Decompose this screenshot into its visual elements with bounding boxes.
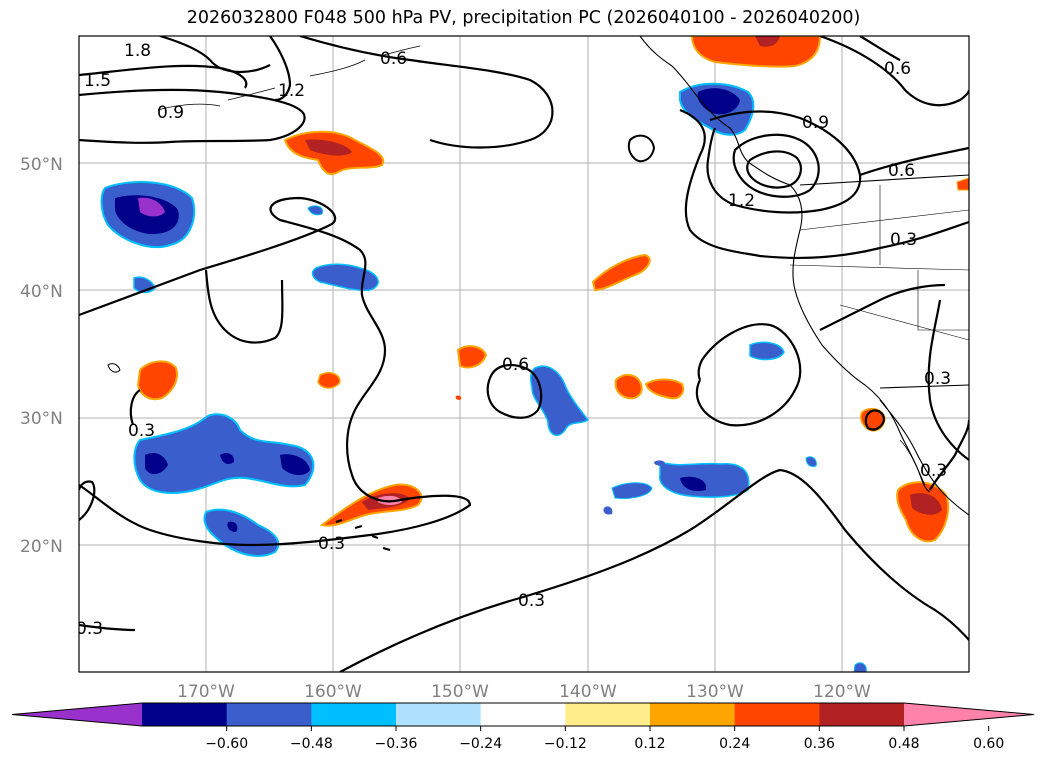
contour-09 <box>79 88 306 144</box>
colorbar-segment <box>396 703 482 726</box>
colorbar-segment <box>226 703 312 726</box>
colorbar-extend-high <box>904 703 1034 726</box>
hawaii-islands <box>335 519 391 551</box>
colorbar-tick-label: 0.60 <box>973 736 1004 752</box>
state-border-5 <box>917 270 969 331</box>
contour-label: 0.6 <box>888 161 915 181</box>
colorbar-segment <box>480 703 566 726</box>
contour-15-low <box>746 150 802 189</box>
latitude-labels: 50°N 40°N 30°N 20°N <box>20 155 63 557</box>
state-border-2 <box>789 264 969 271</box>
contour-12-north <box>269 36 292 102</box>
contour-label-extra: 0.6 <box>502 355 529 375</box>
colorbar-tick-label: −0.48 <box>290 736 333 752</box>
coastline-gulf-california <box>879 399 969 516</box>
colorbar-tick-label: 0.48 <box>888 736 919 752</box>
contour-label: 1.8 <box>124 41 151 61</box>
contour-label: 0.3 <box>890 230 917 250</box>
contour-label: 0.9 <box>802 113 829 133</box>
gridlines <box>79 36 969 672</box>
colorbar-segment <box>142 703 228 726</box>
contour-label: 0.9 <box>157 103 184 123</box>
contour-label: 1.2 <box>278 81 305 101</box>
pv-closed-contour-small <box>627 134 656 163</box>
contour-03-small-closed <box>864 409 886 431</box>
aleutian-islands <box>157 87 276 111</box>
contour-12-low <box>732 133 820 198</box>
contour-label: 0.6 <box>380 49 407 69</box>
colorbar-tick-label: 0.36 <box>804 736 835 752</box>
lon-label: 130°W <box>686 682 744 702</box>
colorbar-segment <box>565 703 651 726</box>
contour-label: 0.3 <box>920 461 947 481</box>
colorbar-tick-label: 0.12 <box>634 736 665 752</box>
lat-label: 20°N <box>20 537 63 557</box>
colorbar-tick-label: 0.24 <box>719 736 750 752</box>
contour-labels: 1.8 1.5 1.2 0.6 0.9 0.9 0.6 1.2 0.3 0.6 … <box>76 41 951 639</box>
lat-label: 30°N <box>20 409 63 429</box>
contour-03-mexico-2 <box>929 419 969 491</box>
lon-label: 150°W <box>431 682 489 702</box>
contour-06-north <box>299 36 554 149</box>
colorbar-tick-label: −0.24 <box>459 736 502 752</box>
state-border-1 <box>799 209 969 231</box>
colorbar-tick-label: −0.60 <box>205 736 248 752</box>
contour-03-california <box>819 283 946 331</box>
longitude-labels: 170°W 160°W 150°W 140°W 130°W 120°W <box>177 682 871 702</box>
lat-label: 50°N <box>20 155 63 175</box>
contour-label: 0.3 <box>128 421 155 441</box>
border-us-mexico <box>879 384 969 389</box>
contour-03-mexico <box>927 299 969 461</box>
contour-03-far-west <box>79 480 96 521</box>
colorbar-segment <box>650 703 736 726</box>
contour-03-ridge <box>679 108 969 260</box>
contour-09-low <box>706 110 862 214</box>
contour-06-northeast <box>819 36 969 107</box>
precip-negative-areas <box>100 82 867 672</box>
contour-03-west <box>79 196 472 547</box>
contour-06-closed <box>486 363 543 419</box>
lon-label: 140°W <box>559 682 617 702</box>
colorbar-extend-low <box>12 703 142 726</box>
lon-label: 160°W <box>304 682 362 702</box>
contour-18 <box>159 36 271 74</box>
small-island-west <box>107 363 121 373</box>
contour-03-hook <box>129 389 141 426</box>
precip-positive-areas <box>136 36 969 543</box>
contour-label: 1.5 <box>84 71 111 91</box>
contour-03-loop <box>204 269 284 344</box>
lon-label: 120°W <box>813 682 871 702</box>
pv-contours <box>79 36 969 672</box>
contour-label: 0.3 <box>318 534 345 554</box>
contour-label: 0.3 <box>518 591 545 611</box>
contour-03-closed-east <box>695 323 802 427</box>
contour-label: 0.3 <box>924 369 951 389</box>
contour-label: 0.6 <box>884 59 911 79</box>
contour-label: 0.3 <box>76 619 103 639</box>
map-title: 2026032800 F048 500 hPa PV, precipitatio… <box>186 8 861 28</box>
baja-coast <box>899 439 926 486</box>
colorbar-segment <box>734 703 820 726</box>
contour-03-southeast <box>339 468 969 672</box>
state-border-3 <box>839 304 969 341</box>
colorbar-tick-label: −0.12 <box>544 736 587 752</box>
colorbar-segment <box>819 703 905 726</box>
lon-label: 170°W <box>177 682 235 702</box>
contour-06-ne-small <box>859 36 901 61</box>
border-canada-us <box>799 174 969 186</box>
contour-03-south <box>79 623 136 632</box>
colorbar: −0.60 −0.48 −0.36 −0.24 −0.12 0.12 0.24 0.36 0.4… <box>11 702 1035 752</box>
colorbar-segment <box>311 703 397 726</box>
lat-label: 40°N <box>20 282 63 302</box>
contour-15 <box>79 64 248 89</box>
map-background <box>79 36 969 672</box>
contour-label: 1.2 <box>728 191 755 211</box>
colorbar-outline <box>11 702 1035 727</box>
contour-06-east <box>859 146 969 177</box>
coastlines <box>107 36 969 551</box>
colorbar-tick-label: −0.36 <box>375 736 418 752</box>
map-frame <box>78 35 970 673</box>
